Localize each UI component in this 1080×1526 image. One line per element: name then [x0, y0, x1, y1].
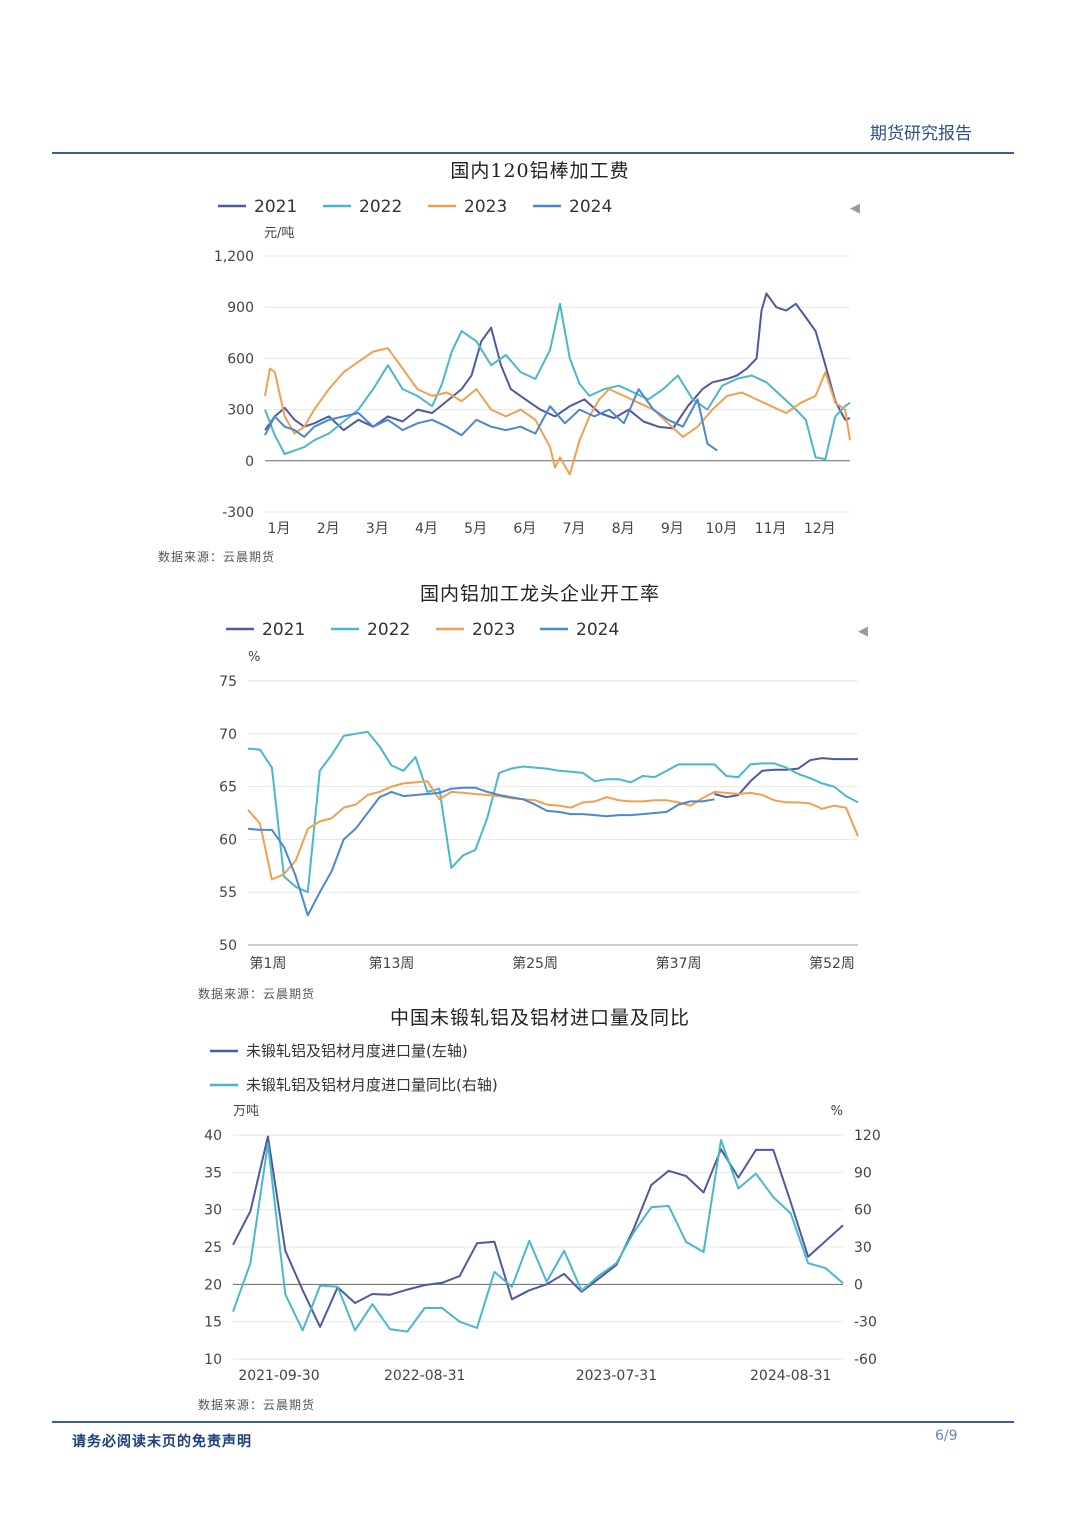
y-tick-label: 55: [219, 885, 237, 901]
y-right-tick-label: -60: [854, 1352, 877, 1368]
y-right-tick-label: 0: [854, 1277, 863, 1293]
y-tick-label: 300: [227, 403, 254, 419]
y-left-tick-label: 35: [204, 1165, 222, 1181]
y-right-unit-label: %: [831, 1104, 843, 1119]
x-tick-label: 5月: [464, 521, 487, 537]
series-line-2024: [247, 786, 715, 917]
legend-label-1: 未锻轧铝及铝材月度进口量同比(右轴): [246, 1076, 498, 1094]
legend-label-2021: 2021: [262, 620, 305, 640]
y-right-tick-label: 120: [854, 1128, 881, 1144]
x-tick-label: 第25周: [512, 955, 558, 972]
x-tick-label: 8月: [612, 521, 635, 537]
disclaimer-note: 请务必阅读末页的免责声明: [72, 1434, 252, 1450]
series-line-2022: [264, 302, 851, 461]
y-unit-label: %: [248, 650, 260, 665]
y-tick-label: 600: [227, 351, 254, 367]
legend-label-0: 未锻轧铝及铝材月度进口量(左轴): [246, 1042, 468, 1060]
y-tick-label: 1,200: [214, 249, 254, 265]
chart1-source: 数据来源：云晨期货: [158, 550, 276, 564]
x-tick-label: 9月: [661, 521, 684, 537]
y-right-tick-label: 30: [854, 1240, 872, 1256]
legend-label-2023: 2023: [464, 197, 507, 217]
series-line-0: [232, 1135, 844, 1328]
legend-label-2021: 2021: [254, 197, 297, 217]
x-tick-label: 3月: [366, 521, 389, 537]
legend-label-2024: 2024: [576, 620, 619, 640]
series-line-1: [232, 1139, 844, 1333]
x-tick-label: 7月: [562, 521, 585, 537]
report-header-title: 期货研究报告: [870, 124, 972, 144]
x-tick-label: 第13周: [369, 955, 415, 972]
y-unit-label: 元/吨: [264, 226, 294, 241]
chart1-title: 国内120铝棒加工费: [450, 160, 630, 182]
legend-scroll-icon: ◀: [858, 624, 868, 639]
x-tick-label: 4月: [415, 521, 438, 537]
y-tick-label: 900: [227, 300, 254, 316]
y-right-tick-label: 60: [854, 1203, 872, 1219]
y-tick-label: 75: [219, 674, 237, 690]
legend-label-2022: 2022: [367, 620, 410, 640]
series-line-2023: [247, 780, 859, 881]
x-tick-label: 2月: [317, 521, 340, 537]
x-tick-label: 第52周: [809, 955, 855, 972]
x-tick-label: 12月: [804, 521, 836, 537]
page-number: 6/9: [935, 1428, 958, 1444]
y-tick-label: 60: [219, 832, 237, 848]
x-tick-label: 6月: [513, 521, 536, 537]
series-line-2022: [247, 730, 859, 894]
legend-label-2022: 2022: [359, 197, 402, 217]
x-tick-label: 第37周: [656, 955, 702, 972]
y-right-tick-label: -30: [854, 1315, 877, 1331]
y-left-tick-label: 20: [204, 1277, 222, 1293]
y-left-tick-label: 15: [204, 1315, 222, 1331]
chart2-svg: 2021 2022 2023 2024 ◀% 50 55 60 65 70 75 第1周 第13周 第25…: [219, 620, 868, 972]
chart2-source: 数据来源：云晨期货: [198, 987, 316, 1001]
x-tick-label: 2023-07-31: [576, 1368, 657, 1384]
y-left-tick-label: 10: [204, 1352, 222, 1368]
x-tick-label: 第1周: [250, 955, 287, 972]
x-tick-label: 11月: [755, 521, 787, 537]
y-tick-label: -300: [222, 505, 254, 521]
chart1-svg: 2021 2022 2023 2024 ◀ 元/吨 -300 0 300 600 900 1,200 1…: [214, 197, 860, 537]
legend-label-2023: 2023: [472, 620, 515, 640]
y-tick-label: 50: [219, 938, 237, 954]
series-line-2021: [264, 292, 851, 432]
y-left-unit-label: 万吨: [233, 1104, 259, 1119]
chart2-title: 国内铝加工龙头企业开工率: [419, 583, 660, 605]
y-left-tick-label: 40: [204, 1128, 222, 1144]
x-tick-label: 2022-08-31: [384, 1368, 465, 1384]
chart3-source: 数据来源：云晨期货: [198, 1398, 316, 1412]
x-tick-label: 2021-09-30: [238, 1368, 319, 1384]
footer-rule: [52, 1421, 1014, 1423]
chart3-svg: 未锻轧铝及铝材月度进口量(左轴) 未锻轧铝及铝材月度进口量同比(右轴) 万吨 % 10 -…: [204, 1042, 881, 1384]
chart3-title: 中国未锻轧铝及铝材进口量及同比: [389, 1007, 690, 1029]
y-right-tick-label: 90: [854, 1165, 872, 1181]
y-left-tick-label: 30: [204, 1203, 222, 1219]
x-tick-label: 10月: [706, 521, 738, 537]
x-tick-label: 1月: [268, 521, 291, 537]
y-left-tick-label: 25: [204, 1240, 222, 1256]
header-rule: [52, 152, 1014, 154]
y-tick-label: 70: [219, 727, 237, 743]
legend-scroll-icon: ◀: [850, 201, 860, 216]
y-tick-label: 0: [245, 454, 254, 470]
legend-label-2024: 2024: [569, 197, 612, 217]
series-line-2024: [264, 388, 718, 452]
series-line-2023: [264, 347, 851, 476]
y-tick-label: 65: [219, 780, 237, 796]
x-tick-label: 2024-08-31: [750, 1368, 831, 1384]
